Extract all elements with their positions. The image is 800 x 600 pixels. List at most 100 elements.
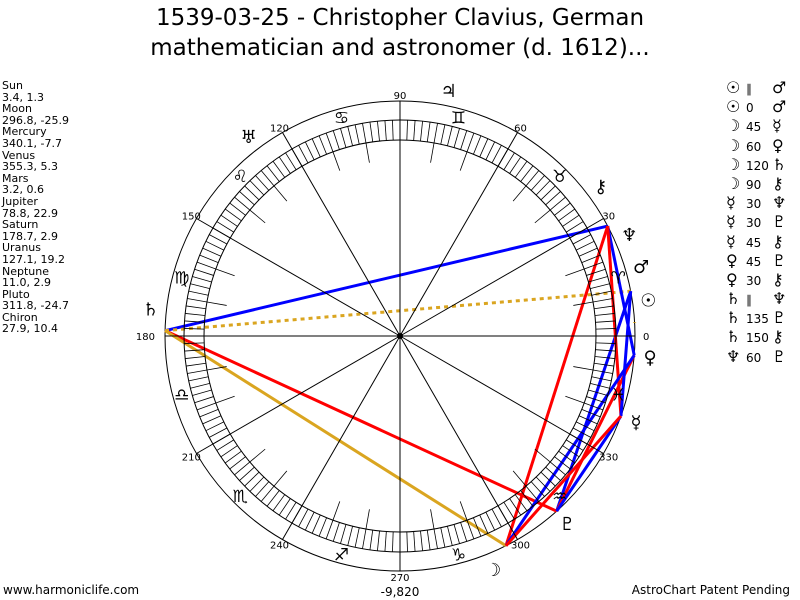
degree-tick [578, 415, 598, 425]
aspect-row: ♀ 45 ♇ [726, 251, 786, 270]
degree-tick [362, 528, 367, 549]
degree-tick [392, 120, 394, 141]
planet-coords: 11.0, 2.9 [2, 276, 51, 290]
ten-degree-tick [573, 366, 594, 371]
degree-tick [525, 170, 540, 187]
degree-tick [196, 402, 216, 411]
degree-tick [562, 214, 580, 227]
planet-glyph-icon: ♆ [772, 193, 787, 213]
planet-positions-list: Sun 3.4, 1.3 Moon 296.8, -25.9 Mercury 340.1,… [2, 80, 69, 335]
degree-tick [188, 376, 209, 382]
planet-glyph-icon: ♇ [772, 212, 787, 232]
degree-tick [199, 254, 219, 263]
degree-tick [545, 466, 561, 481]
degree-tick [460, 130, 468, 150]
aspect-angle: 45 [746, 120, 762, 135]
planet-coords: 3.2, 0.6 [2, 183, 44, 197]
degree-tick [285, 152, 297, 170]
degree-tick [184, 328, 205, 330]
degree-tick [340, 524, 347, 544]
degree-tick [584, 402, 604, 411]
planet-glyph-icon: ♇ [772, 250, 787, 270]
zodiac-sign-icon: ♐ [334, 545, 349, 565]
degree-tick [540, 185, 556, 201]
degree-tick [575, 421, 595, 432]
degree-tick [209, 234, 228, 245]
degree-tick [234, 196, 251, 211]
ten-degree-tick [206, 366, 227, 371]
patent-notice: AstroChart Patent Pending [631, 583, 790, 597]
ten-degree-tick [215, 395, 235, 404]
planet-glyph-icon: ♄ [726, 289, 741, 309]
degree-tick [549, 196, 566, 211]
ten-degree-tick [249, 448, 266, 463]
degree-tick [586, 396, 606, 404]
aspect-row: ♀ 30 ⚷ [726, 270, 786, 289]
degree-tick [272, 161, 286, 178]
degree-tick [530, 481, 545, 497]
planet-name: Uranus [2, 241, 41, 255]
zodiac-sign-icon: ♌ [233, 167, 248, 187]
ten-degree-tick [565, 395, 585, 404]
degree-tick [588, 276, 608, 283]
planet-glyph-icon: ♀ [726, 269, 738, 289]
degree-tick [220, 445, 238, 458]
degree-tick [205, 240, 225, 251]
degree-tick [558, 450, 575, 464]
ten-degree-tick [459, 501, 468, 521]
aspect-row: ☿ 45 ⚷ [726, 232, 786, 251]
ten-degree-tick [365, 509, 370, 530]
aspect-angle: 60 [746, 350, 762, 365]
degree-tick [554, 456, 571, 470]
zodiac-sign-icon: ♉ [552, 167, 567, 187]
degree-tick [278, 156, 291, 174]
planet-name: Chiron [2, 310, 38, 324]
degree-tick [491, 508, 502, 527]
degree-tick [185, 313, 206, 316]
degree-tick [187, 298, 208, 303]
planet-coords: 355.3, 5.3 [2, 160, 58, 174]
planet-chiron-icon: ⚷ [594, 176, 607, 197]
planet-coords: 311.8, -24.7 [2, 299, 69, 313]
degree-tick [473, 517, 482, 537]
degree-tick [460, 522, 468, 542]
degree-tick [594, 305, 614, 310]
planet-glyph-icon: ♇ [772, 346, 787, 366]
degree-tick [225, 450, 242, 464]
degree-label: 0 [643, 332, 649, 343]
aspect-line-moon-saturn [164, 329, 507, 548]
aspect-row: ☽ 60 ♀ [726, 136, 786, 155]
planet-glyph-icon: ♀ [772, 135, 784, 155]
degree-tick [229, 456, 246, 470]
degree-tick [595, 349, 616, 352]
planet-glyph-icon: ☽ [726, 173, 741, 193]
ten-degree-tick [365, 142, 370, 163]
degree-tick [354, 527, 360, 548]
degree-tick [591, 376, 612, 382]
degree-tick [304, 141, 315, 161]
degree-tick [229, 202, 246, 216]
ten-degree-tick [565, 268, 585, 277]
degree-tick [413, 531, 416, 552]
degree-tick [540, 471, 556, 487]
degree-label: 120 [270, 123, 289, 134]
degree-tick [192, 389, 212, 396]
spoke-line [399, 132, 518, 337]
degree-label: 150 [182, 212, 201, 223]
aspect-angle: 90 [746, 177, 762, 192]
bottom-value: -9,820 [380, 585, 420, 599]
degree-tick [479, 514, 489, 534]
website-link[interactable]: www.harmoniclife.com [3, 583, 140, 597]
degree-tick [304, 511, 315, 531]
planet-glyph-icon: ☿ [726, 193, 736, 213]
spoke-line [282, 132, 401, 337]
degree-tick [514, 494, 528, 511]
aspect-angle: 30 [746, 273, 762, 288]
degree-label: 90 [394, 91, 407, 102]
aspect-angle: 150 [746, 331, 769, 346]
degree-tick [554, 202, 571, 216]
degree-tick [440, 527, 446, 548]
planet-uranus-icon: ♅ [241, 127, 257, 148]
degree-tick [377, 530, 380, 551]
aspect-angle: 45 [746, 254, 762, 269]
